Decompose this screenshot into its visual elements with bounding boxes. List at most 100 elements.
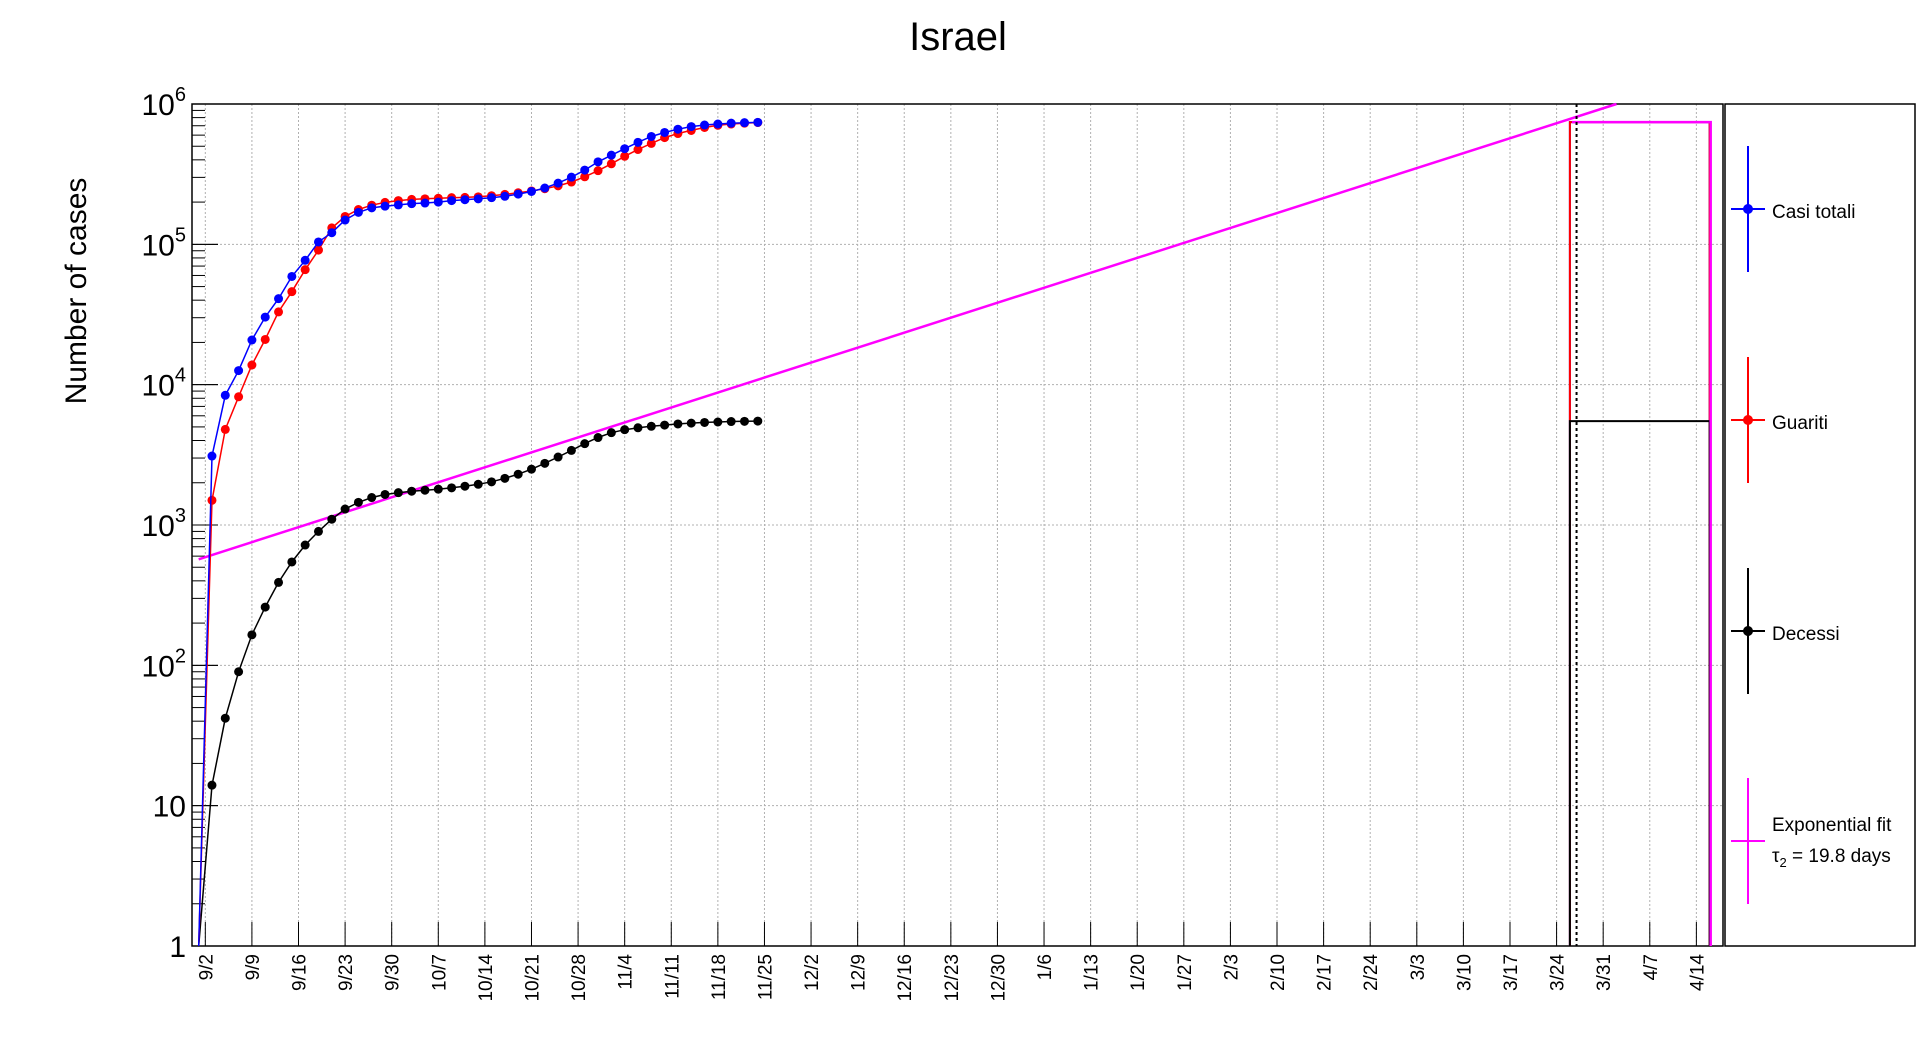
data-point-casi-totali xyxy=(393,200,403,210)
data-point-decessi xyxy=(713,417,723,427)
x-tick-label-15: 12/16 xyxy=(895,954,916,1002)
data-point-casi-totali xyxy=(593,157,603,167)
legend-entry-guariti: Guariti xyxy=(1731,357,1828,483)
data-point-casi-totali xyxy=(447,196,457,206)
legend-marker-guariti xyxy=(1743,415,1753,425)
data-point-casi-totali xyxy=(633,137,643,147)
data-point-decessi xyxy=(633,423,643,433)
data-point-decessi xyxy=(433,484,443,494)
y-tick-label-1: 10 xyxy=(153,791,186,824)
x-tick-label-29: 3/24 xyxy=(1548,954,1569,991)
x-tick-label-16: 12/23 xyxy=(942,954,963,1002)
tail-step-guariti xyxy=(1568,121,1711,946)
x-tick-label-25: 2/24 xyxy=(1361,954,1382,991)
data-point-casi-totali xyxy=(420,198,430,208)
data-point-decessi xyxy=(473,479,483,489)
data-point-casi-totali xyxy=(473,194,483,204)
data-point-decessi xyxy=(340,504,350,514)
data-point-casi-totali xyxy=(327,228,337,238)
data-point-casi-totali xyxy=(234,366,244,376)
x-tick-label-11: 11/18 xyxy=(709,954,730,1000)
tail-step-casi-totali xyxy=(1568,121,1711,946)
y-axis-label: Number of cases xyxy=(60,178,93,405)
data-point-casi-totali xyxy=(287,271,297,281)
x-tick-label-0: 9/2 xyxy=(196,954,217,980)
data-point-decessi xyxy=(447,483,457,493)
legend-marker-decessi xyxy=(1743,626,1753,636)
data-point-decessi xyxy=(700,417,710,427)
data-point-casi-totali xyxy=(686,122,696,132)
data-point-guariti xyxy=(274,307,284,317)
data-point-casi-totali xyxy=(739,118,749,128)
legend-label-guariti: Guariti xyxy=(1772,413,1828,434)
x-tick-label-2: 9/16 xyxy=(290,954,311,991)
data-point-casi-totali xyxy=(513,189,523,199)
x-tick-label-27: 3/10 xyxy=(1454,954,1475,991)
data-point-decessi xyxy=(739,416,749,426)
data-point-decessi xyxy=(487,477,497,487)
data-point-decessi xyxy=(380,489,390,499)
data-point-decessi xyxy=(287,557,297,567)
data-point-guariti xyxy=(580,172,590,182)
legend-label-decessi: Decessi xyxy=(1772,624,1840,645)
data-point-decessi xyxy=(353,497,363,507)
data-point-decessi xyxy=(220,713,230,723)
data-point-guariti xyxy=(234,392,244,402)
x-tick-label-6: 10/14 xyxy=(476,954,497,1002)
x-tick-label-9: 11/4 xyxy=(616,954,637,990)
data-point-decessi xyxy=(513,469,523,479)
legend-label-fit: Exponential fit xyxy=(1772,815,1892,836)
data-point-decessi xyxy=(540,458,550,468)
data-point-guariti xyxy=(287,287,297,297)
data-point-decessi xyxy=(300,540,310,550)
data-point-guariti xyxy=(207,495,217,505)
data-point-casi-totali xyxy=(580,165,590,175)
data-point-decessi xyxy=(606,428,616,438)
data-point-casi-totali xyxy=(660,127,670,137)
data-point-casi-totali xyxy=(407,199,417,209)
legend-label-casi-totali: Casi totali xyxy=(1772,202,1855,223)
data-point-casi-totali xyxy=(566,172,576,182)
data-point-decessi xyxy=(580,439,590,449)
y-axis-ticks: 1 10 102 103 104 105 106 xyxy=(142,84,218,964)
data-point-decessi xyxy=(247,630,257,640)
series-line-guariti xyxy=(197,121,758,947)
data-point-guariti xyxy=(633,144,643,154)
data-point-decessi xyxy=(593,433,603,443)
data-point-casi-totali xyxy=(340,215,350,225)
data-point-casi-totali xyxy=(620,144,630,154)
data-point-casi-totali xyxy=(460,195,470,205)
x-tick-label-1: 9/9 xyxy=(243,954,264,980)
data-point-casi-totali xyxy=(606,150,616,160)
x-tick-label-28: 3/17 xyxy=(1501,954,1522,991)
data-point-decessi xyxy=(234,667,244,677)
data-point-guariti xyxy=(646,138,656,148)
fit-line-exponential xyxy=(198,102,1617,561)
data-point-decessi xyxy=(327,514,337,524)
data-point-guariti xyxy=(300,265,310,275)
data-point-casi-totali xyxy=(353,207,363,217)
y-tick-label-3: 103 xyxy=(142,505,187,543)
legend-marker-casi-totali xyxy=(1743,204,1753,214)
data-point-casi-totali xyxy=(220,390,230,400)
data-point-casi-totali xyxy=(274,294,284,304)
data-point-casi-totali xyxy=(433,197,443,207)
data-point-guariti xyxy=(260,334,270,344)
legend-label-fit-tau: τ2 = 19.8 days xyxy=(1772,846,1891,870)
data-point-decessi xyxy=(313,526,323,536)
data-point-decessi xyxy=(460,481,470,491)
x-tick-label-5: 10/7 xyxy=(429,954,450,991)
step-tail-layer xyxy=(1568,120,1712,946)
data-point-decessi xyxy=(407,486,417,496)
data-point-decessi xyxy=(207,780,217,790)
data-point-decessi xyxy=(646,421,656,431)
data-point-decessi xyxy=(753,416,763,426)
x-tick-label-18: 1/6 xyxy=(1035,954,1056,980)
x-tick-label-10: 11/11 xyxy=(662,954,683,999)
tail-step-decessi xyxy=(1568,420,1711,946)
data-point-casi-totali xyxy=(207,451,217,461)
data-point-casi-totali xyxy=(500,191,510,201)
data-point-casi-totali xyxy=(646,131,656,141)
data-point-guariti xyxy=(220,424,230,434)
